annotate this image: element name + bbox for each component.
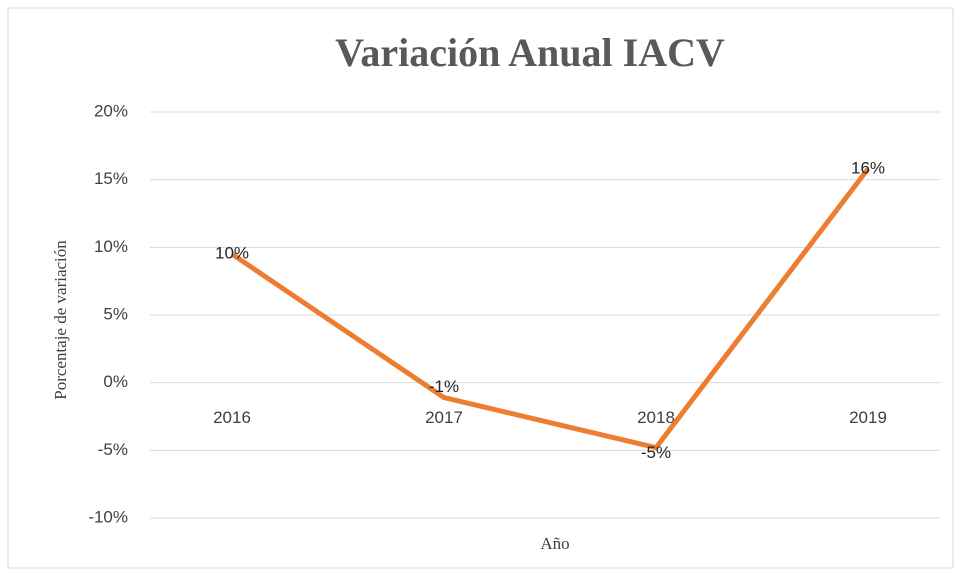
y-tick-label: -5% bbox=[98, 440, 128, 459]
line-series bbox=[230, 167, 870, 451]
y-tick-label: 15% bbox=[94, 169, 128, 188]
x-tick-label: 2018 bbox=[637, 408, 675, 427]
y-tick-label: -10% bbox=[88, 507, 128, 526]
data-label: 16% bbox=[851, 158, 885, 177]
y-tick-label: 0% bbox=[103, 372, 128, 391]
y-tick-label: 10% bbox=[94, 237, 128, 256]
x-tick-label: 2017 bbox=[425, 408, 463, 427]
x-axis-label: Año bbox=[540, 534, 569, 553]
data-label: -5% bbox=[641, 443, 671, 462]
y-tick-label: 5% bbox=[103, 304, 128, 323]
y-axis-label: Porcentaje de variación bbox=[51, 240, 70, 400]
data-label: -1% bbox=[429, 377, 459, 396]
chart-border bbox=[7, 7, 954, 569]
y-tick-label: 20% bbox=[94, 101, 128, 120]
data-label: 10% bbox=[215, 244, 249, 263]
x-tick-label: 2019 bbox=[849, 408, 887, 427]
x-tick-label: 2016 bbox=[213, 408, 251, 427]
chart-title: Variación Anual IACV bbox=[335, 30, 725, 75]
